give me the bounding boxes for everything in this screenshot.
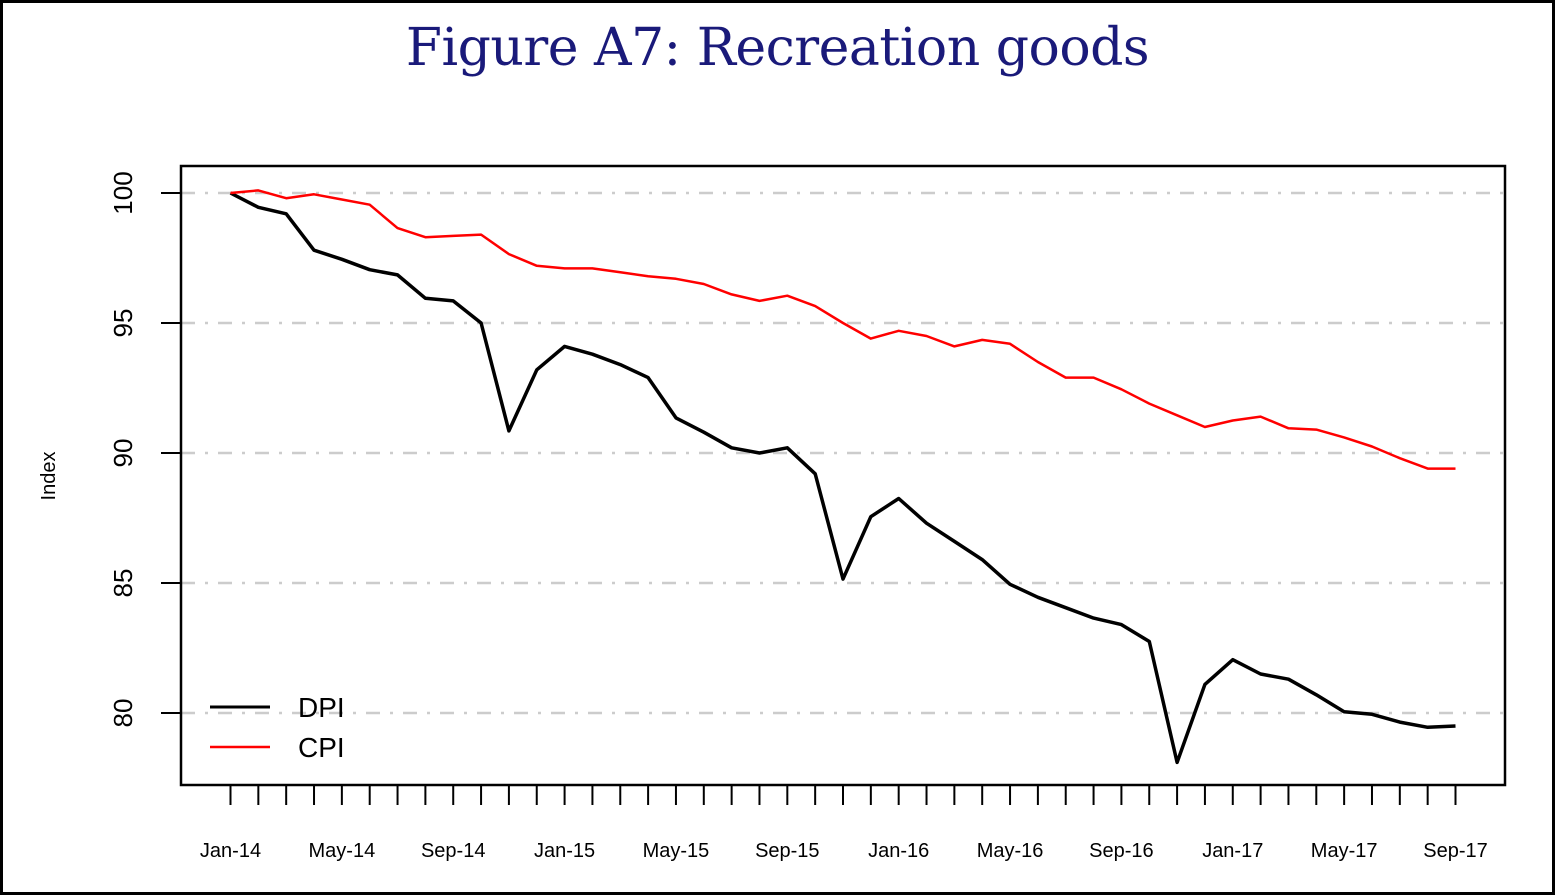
legend-label-cpi: CPI xyxy=(298,732,345,763)
series-lines xyxy=(229,189,1456,765)
x-tick-label: May-16 xyxy=(977,840,1044,862)
y-tick-label-100: 100 xyxy=(108,171,138,214)
y-axis: 80 85 90 95 100 xyxy=(108,171,181,727)
legend-label-dpi: DPI xyxy=(298,692,345,723)
y-tick-label-80: 80 xyxy=(108,699,138,728)
x-tick-label: May-17 xyxy=(1311,840,1378,862)
x-tick-label: Jan-15 xyxy=(534,840,595,862)
x-tick-label: Sep-14 xyxy=(421,840,486,862)
y-tick-label-90: 90 xyxy=(108,439,138,468)
x-tick-label: Sep-16 xyxy=(1089,840,1154,862)
series-line-cpi xyxy=(230,189,1456,470)
x-tick-label: Sep-15 xyxy=(755,840,820,862)
y-axis-label: Index xyxy=(38,452,60,501)
chart-title: Figure A7: Recreation goods xyxy=(405,18,1150,78)
x-tick-label: Sep-17 xyxy=(1423,840,1488,862)
x-tick-label: May-14 xyxy=(309,840,376,862)
series-line-dpi xyxy=(229,191,1456,765)
legend: DPI CPI xyxy=(210,692,345,763)
plot-area-border xyxy=(179,164,1507,787)
y-tick-label-95: 95 xyxy=(108,309,138,338)
x-tick-label: May-15 xyxy=(643,840,710,862)
x-tick-label: Jan-17 xyxy=(1202,840,1263,862)
x-tick-label: Jan-14 xyxy=(200,840,261,862)
x-tick-label: Jan-16 xyxy=(868,840,929,862)
y-tick-label-85: 85 xyxy=(108,569,138,598)
x-axis: Jan-14 May-14 Sep-14 Jan-15 May-15 Sep-15 Jan-… xyxy=(200,785,1488,862)
